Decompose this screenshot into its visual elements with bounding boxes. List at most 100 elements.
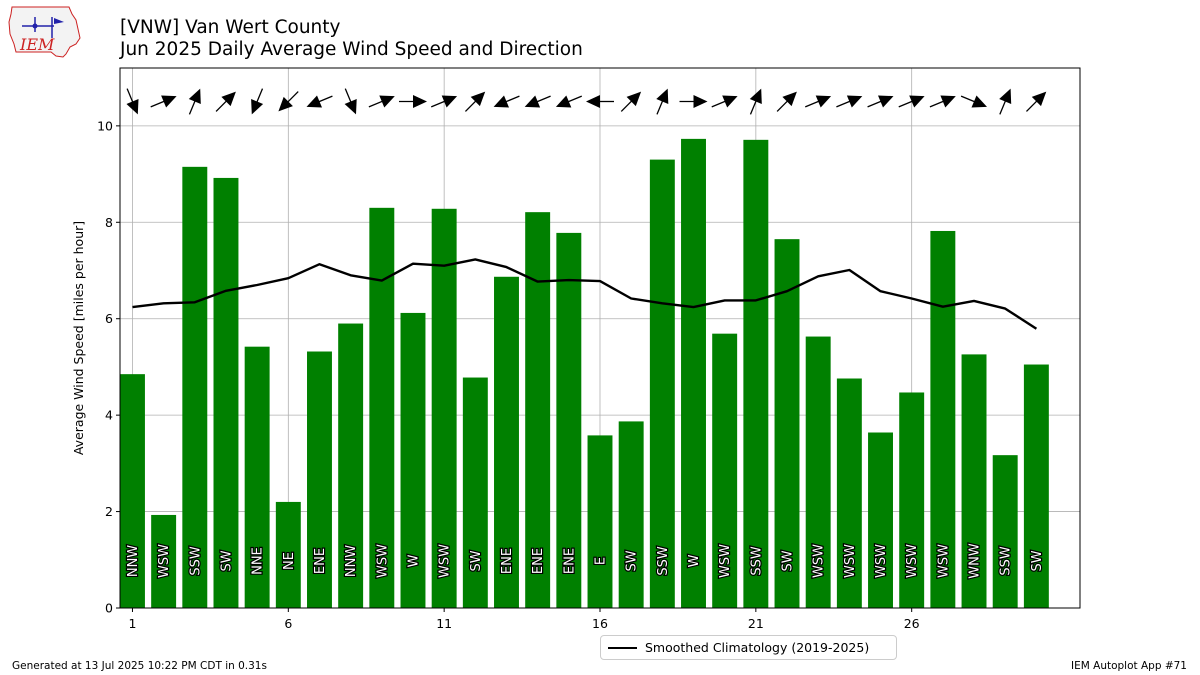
bar-day-11: [431, 208, 457, 609]
direction-label-day-18: SSW: [656, 546, 671, 576]
arrow-head: [441, 95, 458, 108]
arrow-head: [188, 88, 201, 104]
arrow-head: [126, 99, 139, 115]
direction-label-day-25: WSW: [874, 544, 889, 578]
arrow-head: [749, 88, 762, 104]
legend-label: Smoothed Climatology (2019-2025): [645, 640, 870, 655]
direction-label-day-16: E: [594, 557, 609, 565]
arrow-shaft: [776, 99, 789, 112]
arrow-head: [413, 95, 427, 108]
bar-day-1: [120, 374, 145, 608]
direction-label-day-24: WSW: [843, 544, 858, 578]
arrow-shaft: [464, 99, 478, 112]
x-tick-label: 6: [284, 616, 292, 631]
bar-day-17: [618, 421, 644, 608]
direction-label-day-13: ENE: [500, 548, 515, 574]
arrow-head: [586, 95, 600, 108]
wind-arrow-day-16: [586, 95, 614, 108]
title-block: [VNW] Van Wert County Jun 2025 Daily Ave…: [120, 17, 583, 61]
wind-arrow-day-25: [867, 95, 894, 108]
wind-arrows: [126, 88, 1047, 115]
arrow-shaft: [317, 95, 333, 103]
direction-label-day-1: NNW: [126, 545, 141, 577]
generated-note: Generated at 13 Jul 2025 10:22 PM CDT in…: [12, 660, 267, 672]
arrow-shaft: [1026, 99, 1039, 112]
bar-day-30: [1023, 364, 1049, 608]
arrow-head: [524, 95, 541, 108]
bar-day-23: [805, 336, 831, 608]
y-tick-label: 8: [105, 215, 113, 230]
wind-arrow-day-13: [493, 95, 520, 108]
wind-arrow-day-12: [464, 91, 486, 112]
wind-arrow-day-27: [929, 95, 956, 108]
bar-day-26: [899, 392, 925, 608]
direction-label-day-26: WSW: [905, 544, 920, 578]
bar-day-18: [649, 159, 675, 608]
direction-label-day-7: ENE: [313, 548, 328, 574]
wind-arrow-day-9: [368, 95, 395, 108]
y-axis-ticks: 0 2 4 6 8 10: [97, 118, 120, 616]
bar-day-28: [961, 354, 987, 608]
wind-arrow-day-8: [344, 88, 357, 115]
y-tick-label: 4: [105, 408, 113, 423]
direction-label-day-10: W: [406, 554, 421, 567]
direction-label-day-11: WSW: [438, 544, 453, 578]
direction-label-day-19: W: [687, 554, 702, 567]
bar-day-12: [462, 377, 488, 608]
wind-arrow-day-26: [898, 95, 925, 108]
arrow-shaft: [255, 88, 264, 104]
arrow-shaft: [898, 100, 914, 108]
wind-arrow-day-11: [430, 95, 458, 108]
bar-day-13: [494, 276, 519, 608]
arrow-head: [1031, 91, 1047, 107]
direction-label-day-20: WSW: [718, 544, 733, 578]
bar-day-5: [244, 346, 270, 608]
bar-day-27: [930, 230, 956, 608]
x-tick-label: 26: [904, 616, 920, 631]
arrow-shaft: [150, 100, 166, 108]
wind-arrow-day-20: [711, 95, 738, 108]
wind-arrow-day-19: [679, 95, 708, 108]
direction-label-day-15: ENE: [562, 548, 577, 574]
wind-arrow-day-7: [306, 95, 333, 108]
legend: Smoothed Climatology (2019-2025): [600, 635, 897, 660]
arrow-head: [722, 95, 738, 108]
climatology-line: [132, 258, 1038, 330]
arrow-head: [815, 95, 832, 108]
x-tick-label: 21: [748, 616, 764, 631]
chart-subtitle: Jun 2025 Daily Average Wind Speed and Di…: [120, 39, 583, 60]
y-tick-label: 6: [105, 311, 113, 326]
arrow-head: [656, 88, 669, 104]
x-tick-label: 1: [128, 616, 136, 631]
arrow-shaft: [430, 100, 447, 108]
bar-day-9: [369, 207, 395, 609]
wind-arrow-day-23: [804, 95, 832, 108]
arrow-head: [878, 95, 894, 108]
direction-labels: NNW WSW SSW SW NNE NE ENE NNW WSW W WSW SW ENE ENE ENE…: [125, 542, 1046, 580]
direction-label-day-21: SSW: [749, 546, 764, 576]
direction-label-day-4: SW: [219, 550, 234, 571]
arrow-head: [971, 95, 987, 108]
y-tick-label: 0: [105, 601, 113, 616]
direction-label-day-28: WNW: [968, 543, 983, 579]
bar-day-16: [587, 435, 613, 608]
bar-day-4: [213, 177, 239, 608]
bar-day-20: [712, 333, 738, 608]
wind-arrow-day-3: [188, 88, 201, 115]
arrow-shaft: [929, 100, 945, 108]
arrow-head: [555, 95, 572, 108]
arrow-head: [909, 95, 925, 108]
bar-day-29: [992, 455, 1018, 608]
arrow-shaft: [867, 100, 883, 108]
wind-arrow-day-18: [656, 88, 669, 115]
arrow-shaft: [999, 99, 1007, 115]
arrow-shaft: [286, 91, 299, 104]
direction-label-day-17: SW: [625, 550, 640, 571]
arrow-shaft: [126, 88, 134, 104]
direction-label-day-14: ENE: [531, 548, 546, 574]
wind-arrow-day-4: [215, 91, 236, 112]
bar-day-25: [868, 432, 893, 608]
x-axis-ticks: 1 6 11 16 21 26: [128, 608, 920, 631]
x-tick-label: 16: [592, 616, 608, 631]
arrow-shaft: [535, 95, 551, 103]
